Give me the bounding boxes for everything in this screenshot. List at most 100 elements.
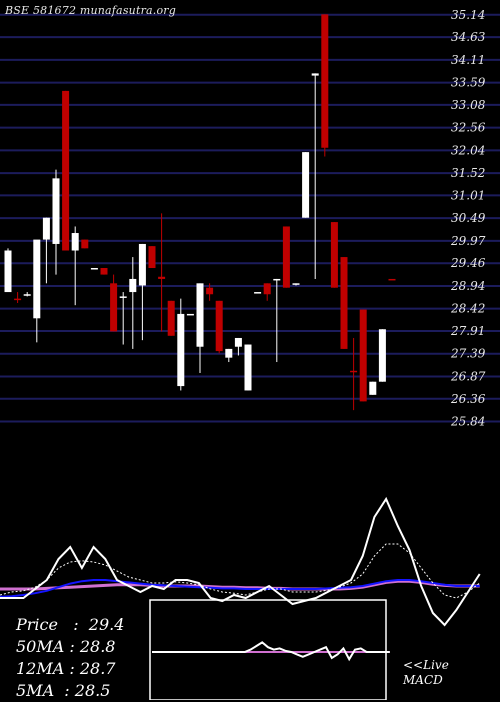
candle (148, 246, 156, 269)
candle (244, 344, 252, 391)
candle-body (234, 337, 242, 347)
candle (186, 313, 194, 316)
candle-body (282, 226, 290, 288)
candle-body (158, 276, 166, 279)
candle (167, 300, 175, 336)
candle-body (263, 283, 271, 295)
candle-body (71, 233, 79, 251)
candle-body (330, 222, 338, 288)
candle (90, 268, 98, 270)
candle (158, 213, 166, 332)
y-tick-label: 26.87 (450, 369, 486, 383)
candle (292, 283, 300, 286)
candle (330, 222, 338, 288)
candle-body (292, 283, 300, 285)
y-tick-label: 34.11 (451, 53, 485, 67)
candle-body (33, 239, 41, 319)
ma50-stat: 50MA : 28.8 (16, 637, 116, 656)
stats-panel: Price : 29.4 50MA : 28.8 12MA : 28.7 5MA… (16, 614, 124, 702)
y-tick-label: 34.63 (451, 30, 486, 44)
candle-body (369, 381, 377, 395)
macd-line (152, 641, 390, 662)
candle-body (90, 268, 98, 270)
ma12-label: 12MA (16, 659, 65, 678)
y-tick-label: 25.84 (450, 415, 485, 429)
y-tick-label: 31.52 (451, 166, 485, 180)
candle-body (340, 257, 348, 349)
y-tick-label: 31.01 (451, 188, 485, 202)
candle-body (186, 313, 194, 316)
candle (119, 292, 127, 345)
candle-body (388, 278, 396, 281)
candle-body (167, 300, 175, 336)
candle-body (129, 278, 137, 293)
candle (234, 337, 242, 356)
y-tick-label: 32.04 (451, 143, 485, 157)
candle-body (321, 14, 329, 148)
candle (282, 226, 290, 288)
ma-magenta-line (0, 579, 480, 591)
y-tick-label: 27.39 (450, 347, 486, 361)
candle (62, 90, 70, 251)
candle (350, 337, 358, 411)
macd-panel (149, 599, 390, 700)
candle (302, 152, 310, 218)
candle (388, 278, 396, 281)
chart-title: BSE 581672 munafasutra.org (5, 4, 177, 17)
candle-body (350, 370, 358, 373)
candle (14, 292, 22, 303)
candle (225, 348, 233, 363)
ma12-stat: 12MA : 28.7 (16, 659, 116, 678)
candle-body (244, 344, 252, 391)
candle-body (215, 300, 223, 352)
candle (138, 243, 146, 341)
y-tick-label: 26.36 (450, 392, 486, 406)
ma-blue-line (0, 579, 480, 598)
y-tick-label: 27.91 (450, 324, 485, 338)
candle (378, 329, 386, 382)
candle (206, 283, 214, 301)
candle-body (52, 178, 60, 244)
candle-body (100, 268, 108, 275)
candle (33, 239, 41, 343)
candle-body (302, 152, 310, 218)
candle-body (206, 287, 214, 295)
candlesticks (4, 14, 396, 411)
candle-body (4, 250, 12, 293)
candle (215, 300, 223, 354)
candle-body (254, 292, 262, 294)
ma5-value: 28.5 (74, 681, 111, 700)
y-tick-label: 35.14 (451, 8, 485, 22)
ma5-stat: 5MA : 28.5 (16, 681, 111, 700)
y-tick-label: 28.94 (450, 279, 485, 293)
candle-body (177, 313, 185, 387)
y-tick-label: 33.08 (451, 98, 486, 112)
macd-label: <<Live MACD (403, 658, 449, 688)
candle-body (359, 309, 367, 402)
candle (263, 283, 271, 301)
moving-average-panel (0, 496, 481, 627)
y-axis-tick-labels: 35.14 34.63 34.11 33.59 33.08 32.56 32.04 31.52… (450, 8, 486, 429)
candle-body (273, 278, 281, 281)
candle-body (196, 283, 204, 347)
candle-body (62, 90, 70, 251)
candle-body (23, 294, 31, 296)
price-stat: Price : 29.4 (16, 615, 125, 634)
price-label: Price (16, 615, 58, 634)
candle (311, 73, 319, 279)
ma5-label: 5MA (16, 681, 55, 700)
candle (81, 239, 89, 249)
candle-body (110, 283, 118, 332)
candle (369, 381, 377, 395)
candle-body (42, 217, 50, 240)
candle (273, 278, 281, 363)
y-tick-label: 32.56 (451, 121, 486, 135)
ma12-value: 28.7 (79, 659, 116, 678)
ma-dotted-line (0, 543, 481, 599)
candle (4, 248, 12, 293)
candle (23, 292, 31, 297)
ma-white-line (0, 496, 481, 627)
candle-body (225, 348, 233, 358)
macd-box (149, 599, 387, 700)
